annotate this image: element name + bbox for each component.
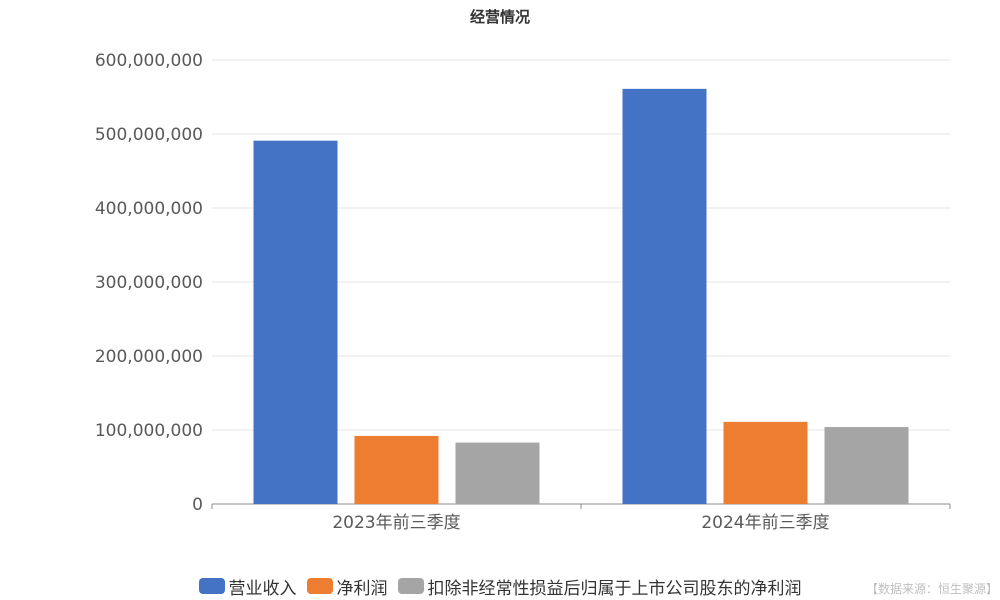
legend-swatch [198,578,225,594]
legend: 营业收入 净利润 扣除非经常性损益后归属于上市公司股东的净利润 [0,574,1000,599]
legend-label: 扣除非经常性损益后归属于上市公司股东的净利润 [427,578,802,599]
source-note: 【数据来源：恒生聚源】 [865,582,998,596]
bar [622,88,707,505]
bar [455,442,540,504]
bar [253,140,338,504]
y-tick-label: 200,000,000 [95,347,203,367]
legend-item[interactable]: 净利润 [306,574,388,599]
y-tick-label: 300,000,000 [95,273,203,293]
y-tick-label: 0 [192,495,203,515]
legend-swatch [306,578,333,594]
legend-item[interactable]: 扣除非经常性损益后归属于上市公司股东的净利润 [397,574,802,599]
y-tick-label: 400,000,000 [95,199,203,219]
y-tick-label: 100,000,000 [95,421,203,441]
x-tick-label: 2023年前三季度 [332,513,460,533]
legend-swatch [397,578,424,594]
x-tick-label: 2024年前三季度 [701,513,829,533]
bar [354,435,439,504]
y-tick-label: 600,000,000 [95,51,203,71]
bar [824,427,909,504]
legend-label: 净利润 [336,578,388,599]
legend-item[interactable]: 营业收入 [198,574,297,599]
bar [723,421,808,504]
chart-title: 经营情况 [469,8,530,26]
y-tick-label: 500,000,000 [95,125,203,145]
legend-label: 营业收入 [228,578,297,599]
